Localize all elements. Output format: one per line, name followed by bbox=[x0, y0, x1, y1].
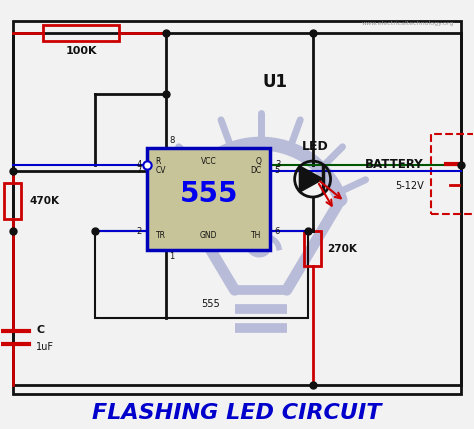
Text: 555: 555 bbox=[201, 299, 220, 309]
Text: 6: 6 bbox=[275, 227, 280, 236]
Text: VCC: VCC bbox=[201, 157, 217, 166]
Bar bbox=[147, 148, 270, 250]
Bar bbox=[431, 134, 474, 214]
Text: 2: 2 bbox=[137, 227, 142, 236]
Text: 8: 8 bbox=[169, 136, 175, 145]
Bar bbox=[43, 24, 119, 41]
Text: BATTERY: BATTERY bbox=[365, 158, 424, 171]
Text: Q: Q bbox=[255, 157, 262, 166]
Text: 270K: 270K bbox=[327, 244, 356, 254]
Text: 1uF: 1uF bbox=[36, 342, 54, 352]
Polygon shape bbox=[300, 166, 323, 192]
Text: 4: 4 bbox=[137, 160, 142, 169]
Text: FLASHING LED CIRCUIT: FLASHING LED CIRCUIT bbox=[92, 403, 382, 423]
Text: TH: TH bbox=[251, 230, 262, 239]
Text: DC: DC bbox=[250, 166, 262, 175]
Text: GND: GND bbox=[200, 230, 218, 239]
Text: C: C bbox=[36, 325, 44, 335]
Text: www.electricaltechnology.org: www.electricaltechnology.org bbox=[362, 21, 455, 26]
Text: 100K: 100K bbox=[65, 46, 97, 56]
Bar bbox=[95, 231, 308, 318]
Bar bbox=[4, 183, 21, 219]
Text: CV: CV bbox=[156, 166, 166, 175]
Text: 3: 3 bbox=[275, 160, 280, 169]
Text: 5-12V: 5-12V bbox=[395, 181, 424, 191]
Text: 470K: 470K bbox=[29, 196, 59, 206]
Text: 555: 555 bbox=[179, 181, 238, 208]
Text: U1: U1 bbox=[262, 73, 287, 91]
Text: R: R bbox=[156, 157, 161, 166]
Text: TR: TR bbox=[156, 230, 166, 239]
Text: 7: 7 bbox=[136, 166, 142, 175]
Text: LED: LED bbox=[301, 139, 328, 153]
Text: 1: 1 bbox=[169, 252, 174, 261]
Text: 5: 5 bbox=[275, 166, 280, 175]
Bar bbox=[304, 231, 321, 266]
